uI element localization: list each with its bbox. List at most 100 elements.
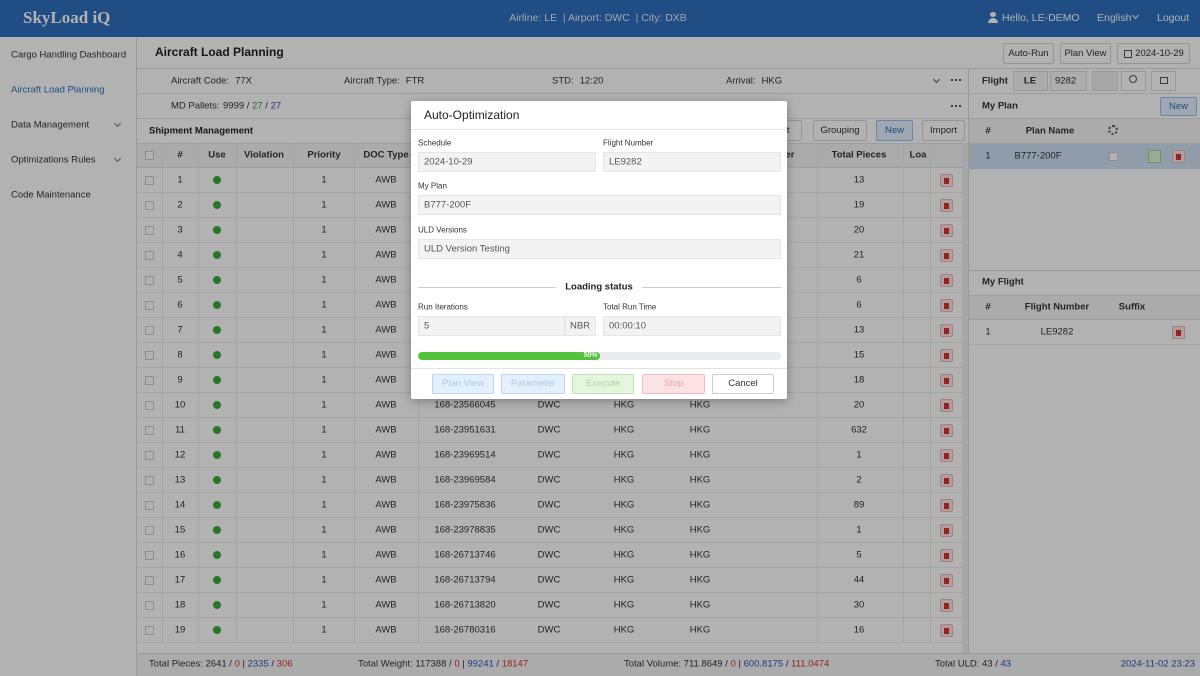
total-part: / bbox=[226, 658, 235, 670]
delete-button[interactable] bbox=[940, 274, 953, 287]
delete-button[interactable] bbox=[940, 599, 953, 612]
table-cell: AWB bbox=[375, 474, 397, 486]
user-icon bbox=[988, 12, 998, 23]
delete-button[interactable] bbox=[940, 549, 953, 562]
checkbox[interactable] bbox=[145, 501, 154, 510]
table-cell: 1 bbox=[321, 374, 327, 386]
calendar-button[interactable] bbox=[1151, 71, 1176, 91]
trash-icon bbox=[944, 478, 949, 484]
total-part: 0 bbox=[454, 658, 460, 670]
checkbox[interactable] bbox=[145, 351, 154, 360]
checkbox[interactable] bbox=[145, 176, 154, 185]
checkbox[interactable] bbox=[145, 551, 154, 560]
rule bbox=[418, 287, 556, 288]
input bbox=[1050, 71, 1087, 91]
table-cell: AWB bbox=[375, 349, 397, 361]
checkbox[interactable] bbox=[145, 426, 154, 435]
brand: SkyLoad iQ bbox=[23, 8, 111, 27]
delete-button[interactable] bbox=[940, 624, 953, 637]
rule bbox=[642, 287, 781, 288]
sidebar-item[interactable]: Code Maintenance bbox=[11, 189, 91, 201]
total-part: 0 bbox=[730, 658, 736, 670]
modal-button[interactable]: Parameter bbox=[501, 374, 565, 394]
checkbox[interactable] bbox=[145, 576, 154, 585]
delete-button[interactable] bbox=[940, 374, 953, 387]
sidebar-item[interactable]: Data Management bbox=[11, 119, 90, 131]
use-indicator bbox=[213, 601, 221, 609]
sidebar-item[interactable]: Optimizations Rules bbox=[11, 154, 96, 166]
delete-button[interactable] bbox=[940, 574, 953, 587]
table-cell: 1 bbox=[321, 549, 327, 561]
checkbox[interactable] bbox=[145, 626, 154, 635]
delete-button[interactable] bbox=[940, 199, 953, 212]
checkbox[interactable] bbox=[145, 276, 154, 285]
total-part: Total Volume: 711.8649 bbox=[624, 658, 723, 670]
delete-button[interactable] bbox=[1172, 326, 1185, 339]
table-cell: 15 bbox=[174, 524, 186, 536]
column-divider bbox=[930, 143, 931, 643]
edit-button[interactable] bbox=[1148, 150, 1161, 163]
delete-button[interactable] bbox=[1172, 150, 1185, 163]
section-button[interactable]: Grouping bbox=[813, 120, 867, 141]
delete-button[interactable] bbox=[940, 399, 953, 412]
delete-button[interactable] bbox=[940, 174, 953, 187]
total: Total Volume: 711.8649 / 0 | 600.8175 / … bbox=[624, 659, 829, 670]
checkbox[interactable] bbox=[145, 151, 154, 160]
checkbox[interactable] bbox=[145, 301, 154, 310]
delete-button[interactable] bbox=[940, 224, 953, 237]
table-cell: 6 bbox=[177, 299, 183, 311]
delete-button[interactable] bbox=[940, 324, 953, 337]
toolbar-button[interactable]: Plan View bbox=[1060, 43, 1111, 64]
new-button[interactable]: New bbox=[1160, 97, 1197, 116]
sidebar-item[interactable]: Cargo Handling Dashboard bbox=[11, 49, 127, 61]
delete-button[interactable] bbox=[940, 449, 953, 462]
checkbox[interactable] bbox=[145, 251, 154, 260]
total-part: / bbox=[783, 658, 792, 670]
checkbox[interactable] bbox=[145, 601, 154, 610]
delete-button[interactable] bbox=[940, 249, 953, 262]
total-part: 18147 bbox=[501, 658, 529, 670]
delete-button[interactable] bbox=[940, 299, 953, 312]
checkbox[interactable] bbox=[145, 476, 154, 485]
checkbox[interactable] bbox=[145, 326, 154, 335]
table-cell: 16 bbox=[853, 624, 865, 636]
table-cell: HKG bbox=[689, 424, 711, 436]
delete-button[interactable] bbox=[940, 524, 953, 537]
table-row bbox=[137, 443, 969, 468]
modal-button[interactable]: Stop bbox=[642, 374, 705, 394]
table-cell: DWC bbox=[537, 524, 561, 536]
info-field: Aircraft Code: 77X bbox=[171, 76, 252, 87]
delete-button[interactable] bbox=[940, 499, 953, 512]
delete-button[interactable] bbox=[940, 349, 953, 362]
delete-button[interactable] bbox=[940, 424, 953, 437]
search-button[interactable] bbox=[1121, 71, 1146, 91]
sidebar-item[interactable]: Aircraft Load Planning bbox=[11, 84, 105, 96]
table-cell: HKG bbox=[689, 549, 711, 561]
section-button[interactable]: Import bbox=[922, 120, 965, 141]
checkbox[interactable] bbox=[145, 226, 154, 235]
toolbar-button[interactable]: Auto-Run bbox=[1003, 43, 1054, 64]
table-cell: 20 bbox=[853, 224, 865, 236]
column-divider bbox=[198, 143, 199, 643]
column-header: DOC Type bbox=[363, 149, 409, 161]
field-value: FTR bbox=[405, 75, 425, 87]
panel-divider bbox=[969, 270, 1200, 271]
checkbox[interactable] bbox=[145, 526, 154, 535]
checkbox[interactable] bbox=[145, 451, 154, 460]
checkbox[interactable] bbox=[145, 376, 154, 385]
modal-button[interactable]: Cancel bbox=[712, 374, 774, 394]
checkbox[interactable] bbox=[1109, 152, 1118, 161]
date-picker[interactable]: 2024-10-29 bbox=[1117, 43, 1190, 64]
table-row bbox=[137, 618, 969, 643]
checkbox[interactable] bbox=[145, 201, 154, 210]
column-header: Total Pieces bbox=[831, 149, 887, 161]
modal-button[interactable]: Plan View bbox=[432, 374, 494, 394]
section-button[interactable]: New bbox=[876, 120, 913, 141]
checkbox[interactable] bbox=[145, 401, 154, 410]
logout[interactable]: Logout bbox=[1157, 12, 1190, 24]
field-value: B777-200F bbox=[424, 199, 472, 211]
delete-button[interactable] bbox=[940, 474, 953, 487]
modal-button[interactable]: Execute bbox=[572, 374, 634, 394]
trash-icon bbox=[1176, 154, 1181, 160]
table-cell: 19 bbox=[174, 624, 186, 636]
